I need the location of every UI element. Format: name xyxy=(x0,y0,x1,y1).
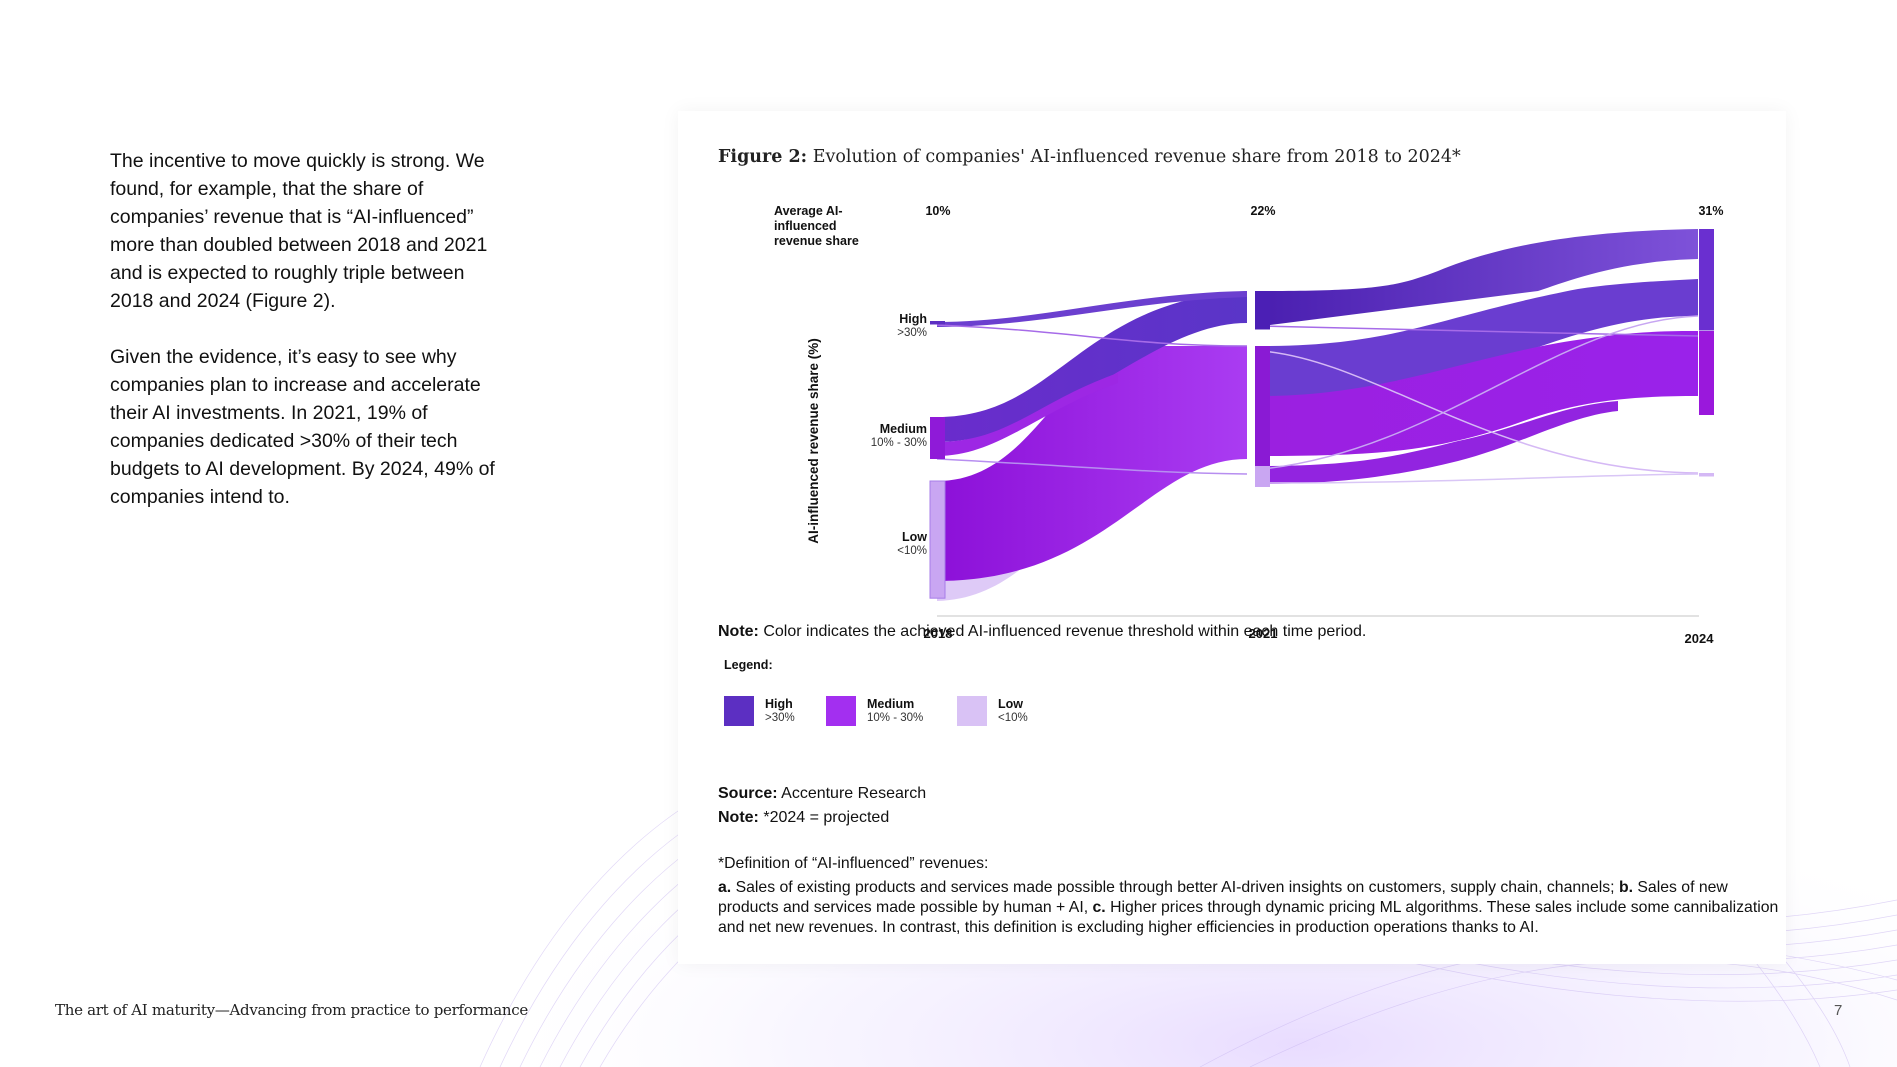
definition-b-text: Sales of new products and services made … xyxy=(718,879,1728,916)
sankey-flows xyxy=(936,229,1699,601)
figure-title: Figure 2: Evolution of companies' AI-inf… xyxy=(718,147,1461,167)
definition-heading: *Definition of “AI-influenced” revenues: xyxy=(718,855,989,872)
node-high-2018 xyxy=(930,321,945,325)
node-low-2024 xyxy=(1699,473,1714,477)
source-label: Source: xyxy=(718,785,778,802)
definition-a-text: Sales of existing products and services … xyxy=(735,879,1615,896)
body-text: The incentive to move quickly is strong.… xyxy=(110,147,510,539)
x-tick-2024: 2024 xyxy=(1685,631,1715,646)
note1-label: Note: xyxy=(718,623,759,640)
sankey-nodes xyxy=(929,229,1714,599)
body-paragraph-2: Given the evidence, it’s easy to see why… xyxy=(110,346,495,508)
footer-title: The art of AI maturity—Advancing from pr… xyxy=(55,1001,528,1019)
flow-low-2021-to-low-2024 xyxy=(1261,473,1699,484)
sankey-chart: AI-influenced revenue share (%) Average … xyxy=(724,204,1724,726)
flow-high-2021-to-medium-2024 xyxy=(1261,325,1699,337)
note1-text: Color indicates the achieved AI-influenc… xyxy=(763,623,1367,640)
x-tick-2021: 2021 xyxy=(1249,626,1278,641)
average-label: Average AI- influenced revenue share xyxy=(774,204,859,248)
flow-high-2021-to-high-2024 xyxy=(1262,229,1698,326)
flow-high-2018-to-medium-2021 xyxy=(936,324,1248,347)
legend-label-low: Low xyxy=(998,697,1023,711)
flow-high-2018-to-high-2021 xyxy=(937,291,1247,327)
flow-low-2018-to-medium-2021 xyxy=(937,346,1247,581)
flow-medium-2021-to-medium-2024 xyxy=(1262,331,1698,456)
definition-c-label: c. xyxy=(1092,899,1106,916)
note-color: Note: Color indicates the achieved AI-in… xyxy=(718,623,1366,641)
legend-range-high: >30% xyxy=(765,712,795,724)
legend-label-medium: Medium xyxy=(867,697,914,711)
note2-text: *2024 = projected xyxy=(763,809,890,826)
figure-label: Figure 2: xyxy=(718,147,808,167)
definition-block: *Definition of “AI-influenced” revenues:… xyxy=(718,854,1786,938)
average-value-2024: 31% xyxy=(1698,204,1723,218)
average-value-2021: 22% xyxy=(1250,204,1275,218)
flow-medium-2018-to-low-2021 xyxy=(936,458,1248,475)
figure-card: Figure 2: Evolution of companies' AI-inf… xyxy=(678,111,1786,964)
legend-range-medium: 10% - 30% xyxy=(867,712,923,724)
definition-c-text: Higher prices through dynamic pricing ML… xyxy=(718,899,1779,936)
legend-swatch-high xyxy=(724,696,754,726)
y-label-medium: Medium xyxy=(880,422,927,436)
definition-b-label: b. xyxy=(1618,879,1633,896)
node-low-2021 xyxy=(1255,466,1270,487)
legend-swatch-low xyxy=(957,696,987,726)
node-low-2018 xyxy=(929,480,946,599)
flow-low-2021-to-medium-2024 xyxy=(1262,401,1618,484)
legend-title: Legend: xyxy=(724,658,773,672)
node-medium-2021 xyxy=(1255,346,1270,476)
node-high-2024 xyxy=(1699,229,1714,331)
legend-label-high: High xyxy=(765,697,793,711)
node-medium-2018 xyxy=(930,417,945,459)
body-paragraph-1: The incentive to move quickly is strong.… xyxy=(110,150,488,312)
x-tick-2018: 2018 xyxy=(924,626,953,641)
definition-body: a. Sales of existing products and servic… xyxy=(718,878,1786,938)
average-value-2018: 10% xyxy=(925,204,950,218)
note-projected: Note: *2024 = projected xyxy=(718,809,889,827)
y-range-low: <10% xyxy=(897,545,927,557)
node-medium-2024 xyxy=(1699,331,1714,415)
y-range-medium: 10% - 30% xyxy=(871,437,927,449)
note-source: Source: Accenture Research xyxy=(718,785,926,803)
y-label-low: Low xyxy=(902,530,927,544)
y-range-high: >30% xyxy=(897,327,927,339)
y-axis-label: AI-influenced revenue share (%) xyxy=(806,338,821,544)
flow-medium-2021-to-high-2024 xyxy=(1262,279,1698,396)
definition-a-label: a. xyxy=(718,879,732,896)
legend-range-low: <10% xyxy=(998,712,1028,724)
flow-medium-2018-to-medium-2021 xyxy=(937,373,1118,456)
page-number: 7 xyxy=(1834,1002,1843,1019)
note2-label: Note: xyxy=(718,809,759,826)
source-text: Accenture Research xyxy=(781,785,927,802)
flow-low-2021-to-high-2024 xyxy=(1261,315,1699,470)
node-high-2021 xyxy=(1255,291,1270,330)
legend-swatch-medium xyxy=(826,696,856,726)
y-label-high: High xyxy=(899,312,927,326)
flow-medium-2021-to-low-2024 xyxy=(1261,350,1699,474)
flow-medium-2018-to-high-2021 xyxy=(937,291,1247,442)
figure-title-text: Evolution of companies' AI-influenced re… xyxy=(812,147,1461,167)
